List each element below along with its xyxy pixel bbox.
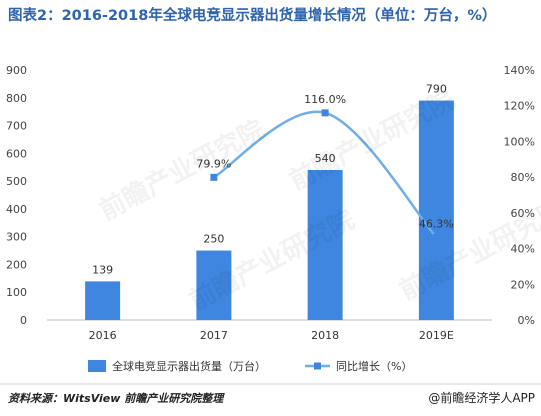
- y-left-tick-label: 600: [6, 147, 27, 160]
- bar-value-label: 250: [203, 233, 224, 246]
- source-note: 资料来源：WitsView 前瞻产业研究院整理: [8, 392, 224, 405]
- chart-title: 图表2：2016-2018年全球电竞显示器出货量增长情况（单位：万台，%）: [8, 8, 497, 24]
- bar-value-label: 540: [315, 152, 336, 165]
- y-left-tick-label: 900: [6, 64, 27, 77]
- growth-value-label: 116.0%: [304, 93, 346, 106]
- legend-line-label: 同比增长（%）: [336, 359, 412, 373]
- y-left-tick-label: 400: [6, 203, 27, 216]
- x-tick-label: 2016: [89, 329, 117, 342]
- growth-value-label: 79.9%: [196, 157, 231, 170]
- y-left-tick-label: 800: [6, 92, 27, 105]
- y-right-tick-label: 40%: [511, 243, 535, 256]
- growth-marker: [432, 233, 440, 241]
- y-right-tick-label: 120%: [504, 100, 535, 113]
- bar-value-label: 139: [92, 263, 113, 276]
- x-tick-label: 2019E: [419, 329, 454, 342]
- y-right-tick-label: 60%: [511, 207, 535, 220]
- y-right-tick-label: 0%: [518, 314, 535, 327]
- y-left-tick-label: 500: [6, 175, 27, 188]
- bar-value-label: 790: [426, 83, 447, 96]
- legend-bar-swatch: [88, 360, 106, 372]
- y-right-tick-label: 80%: [511, 171, 535, 184]
- y-left-tick-label: 200: [6, 258, 27, 271]
- x-tick-label: 2017: [200, 329, 228, 342]
- x-tick-label: 2018: [311, 329, 339, 342]
- bar: [85, 281, 121, 320]
- y-left-tick-label: 300: [6, 231, 27, 244]
- y-right-tick-label: 20%: [511, 278, 535, 291]
- y-right-tick-label: 100%: [504, 135, 535, 148]
- y-left-tick-label: 700: [6, 120, 27, 133]
- y-left-tick-label: 100: [6, 286, 27, 299]
- growth-marker: [210, 173, 218, 181]
- growth-marker: [321, 109, 329, 117]
- brand-label: @前瞻经济学人APP: [428, 391, 535, 405]
- y-right-tick-label: 140%: [504, 64, 535, 77]
- growth-value-label: 46.3%: [419, 217, 454, 230]
- legend-bar-label: 全球电竞显示器出货量（万台）: [112, 359, 266, 373]
- legend-line-marker: [314, 362, 321, 370]
- bar: [307, 170, 343, 320]
- bar: [196, 250, 232, 320]
- y-left-tick-label: 0: [20, 314, 27, 327]
- bar: [418, 100, 454, 320]
